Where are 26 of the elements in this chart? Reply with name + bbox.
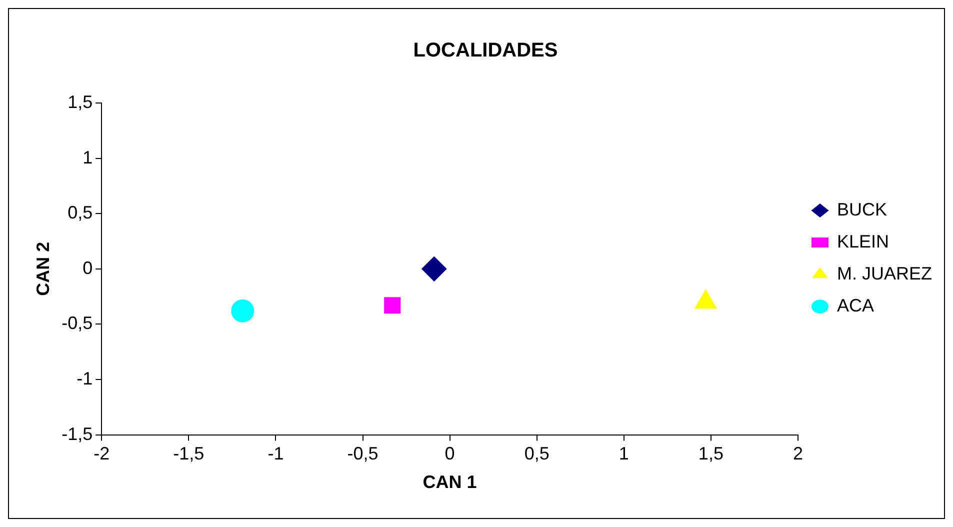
y-tick-label: 1,5 bbox=[68, 92, 93, 112]
legend-label: BUCK bbox=[837, 199, 888, 220]
point bbox=[384, 297, 401, 314]
y-tick-label: -0,5 bbox=[62, 313, 93, 334]
chart-title: LOCALIDADES bbox=[413, 40, 558, 62]
legend-label: ACA bbox=[837, 295, 874, 316]
point bbox=[422, 256, 447, 282]
x-tick-label: -1,5 bbox=[173, 444, 204, 464]
y-tick-label: -1,5 bbox=[62, 424, 93, 444]
point bbox=[231, 299, 254, 322]
x-tick-label: -1 bbox=[268, 444, 284, 464]
x-tick-label: 0 bbox=[444, 444, 455, 464]
legend-label: M. JUAREZ bbox=[837, 263, 932, 284]
y-tick-label: 1 bbox=[82, 147, 93, 168]
x-tick-label: 2 bbox=[792, 444, 804, 464]
x-tick-label: 1 bbox=[618, 444, 629, 464]
x-tick-label: 1,5 bbox=[698, 444, 724, 464]
x-tick-label: -2 bbox=[94, 444, 110, 464]
y-tick-label: -1 bbox=[76, 368, 93, 388]
x-tick-label: -0,5 bbox=[347, 444, 378, 464]
x-axis-title: CAN 1 bbox=[422, 472, 477, 492]
y-tick-label: 0,5 bbox=[68, 202, 93, 223]
x-tick-label: 0,5 bbox=[524, 444, 550, 464]
legend-label: KLEIN bbox=[837, 231, 890, 252]
y-axis-title: CAN 2 bbox=[32, 242, 53, 296]
y-tick-label: 0 bbox=[82, 258, 93, 278]
